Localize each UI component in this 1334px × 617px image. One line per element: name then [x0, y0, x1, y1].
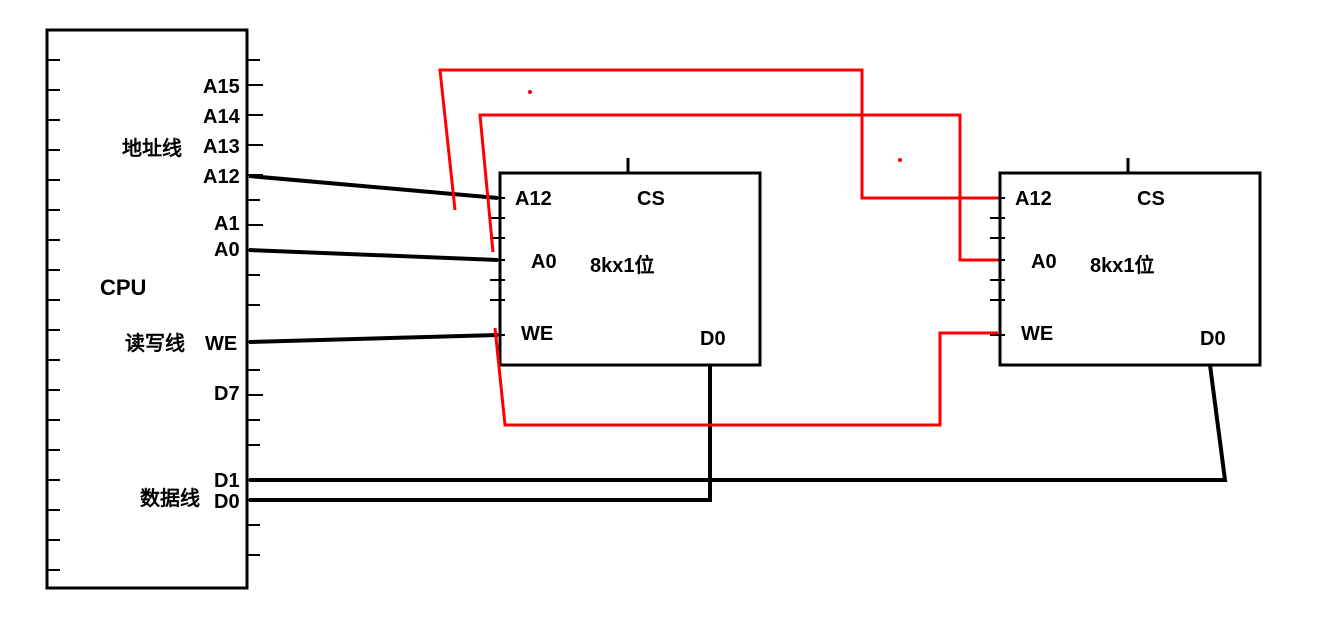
red-wires — [440, 70, 998, 425]
chip2-block: A12 A0 WE CS D0 8kx1位 — [990, 158, 1260, 365]
cpu-pin-d1: D1 — [214, 470, 240, 492]
chip2-label: 8kx1位 — [1090, 253, 1155, 277]
chip1-pin-d0: D0 — [700, 328, 726, 350]
cpu-pin-a14: A14 — [203, 106, 241, 128]
wire-red-inner-top — [480, 115, 998, 260]
chip1-pin-a0: A0 — [531, 251, 557, 273]
circuit-diagram: CPU 地址线 读写线 数据线 — [0, 0, 1334, 617]
chip1-pin-we: WE — [521, 323, 553, 345]
black-wires — [249, 176, 1225, 500]
cpu-pin-d0: D0 — [214, 491, 240, 513]
chip2-pin-d0: D0 — [1200, 328, 1226, 350]
cpu-pin-a12: A12 — [203, 166, 240, 188]
chip1-block: A12 A0 WE CS D0 8kx1位 — [490, 158, 760, 365]
cpu-pin-a1: A1 — [214, 213, 240, 235]
wire-a12-chip1 — [249, 176, 498, 198]
cpu-pin-we: WE — [205, 333, 237, 355]
chip2-pin-a12: A12 — [1015, 188, 1052, 210]
chip2-pin-cs: CS — [1137, 188, 1165, 210]
dot-2 — [898, 158, 902, 162]
wire-red-lower — [495, 328, 998, 425]
cpu-left-ticks — [47, 60, 60, 570]
chip2-pin-a0: A0 — [1031, 251, 1057, 273]
cpu-data-label: 数据线 — [140, 486, 200, 510]
wire-chip2-d0 — [249, 365, 1225, 480]
cpu-pin-a13: A13 — [203, 136, 240, 158]
cpu-pin-d7: D7 — [214, 383, 240, 405]
cpu-rw-label: 读写线 — [125, 331, 185, 355]
chip1-pin-a12: A12 — [515, 188, 552, 210]
cpu-label: CPU — [100, 275, 146, 300]
chip2-pin-we: WE — [1021, 323, 1053, 345]
cpu-block: CPU 地址线 读写线 数据线 — [47, 30, 263, 588]
dot-1 — [528, 90, 532, 94]
chip2-left-ticks — [990, 198, 1005, 335]
chip1-label: 8kx1位 — [590, 253, 655, 277]
chip1-left-ticks — [490, 198, 505, 335]
cpu-pin-a15: A15 — [203, 76, 240, 98]
wire-a0-chip1 — [249, 250, 498, 260]
wire-we-chip1 — [249, 335, 498, 342]
cpu-address-label: 地址线 — [122, 136, 182, 160]
cpu-pin-a0: A0 — [214, 239, 240, 261]
chip1-pin-cs: CS — [637, 188, 665, 210]
